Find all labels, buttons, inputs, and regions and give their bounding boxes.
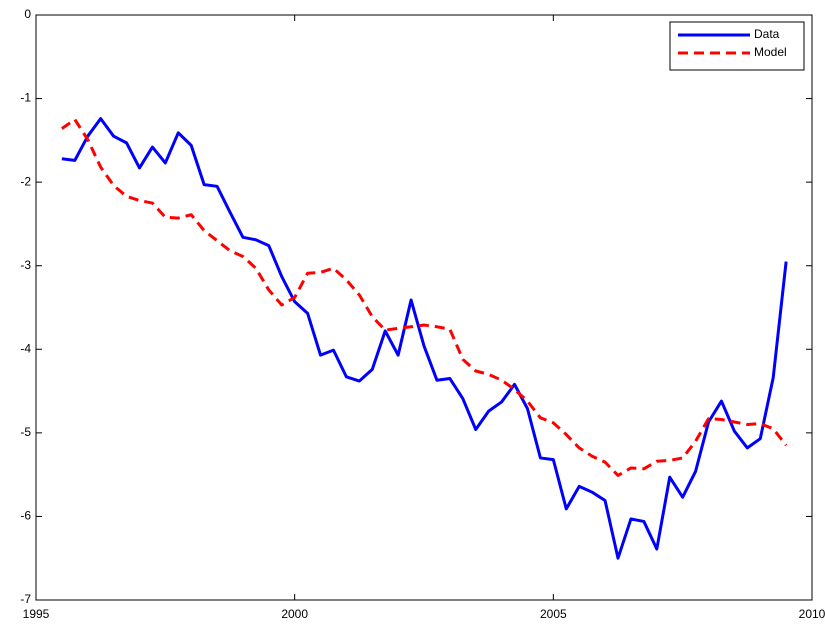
x-tick-label: 2000	[281, 607, 308, 621]
plot-frame	[35, 14, 813, 601]
y-tick-label: 0	[24, 7, 31, 21]
x-tick-label: 2010	[799, 607, 825, 621]
y-tick-label: -7	[20, 592, 31, 606]
x-tick-label: 2005	[540, 607, 567, 621]
y-tick-label: -6	[20, 509, 31, 523]
y-tick-label: -4	[20, 341, 31, 355]
legend-label: Model	[754, 45, 787, 59]
y-tick-label: -1	[20, 91, 31, 105]
x-tick-label: 1995	[23, 607, 50, 621]
legend-label: Data	[754, 27, 780, 41]
y-tick-label: -3	[20, 258, 31, 272]
legend-box	[669, 21, 805, 71]
series-line	[61, 117, 788, 560]
y-tick-label: -5	[20, 425, 31, 439]
series-line	[60, 117, 788, 477]
y-tick-label: -2	[20, 174, 31, 188]
